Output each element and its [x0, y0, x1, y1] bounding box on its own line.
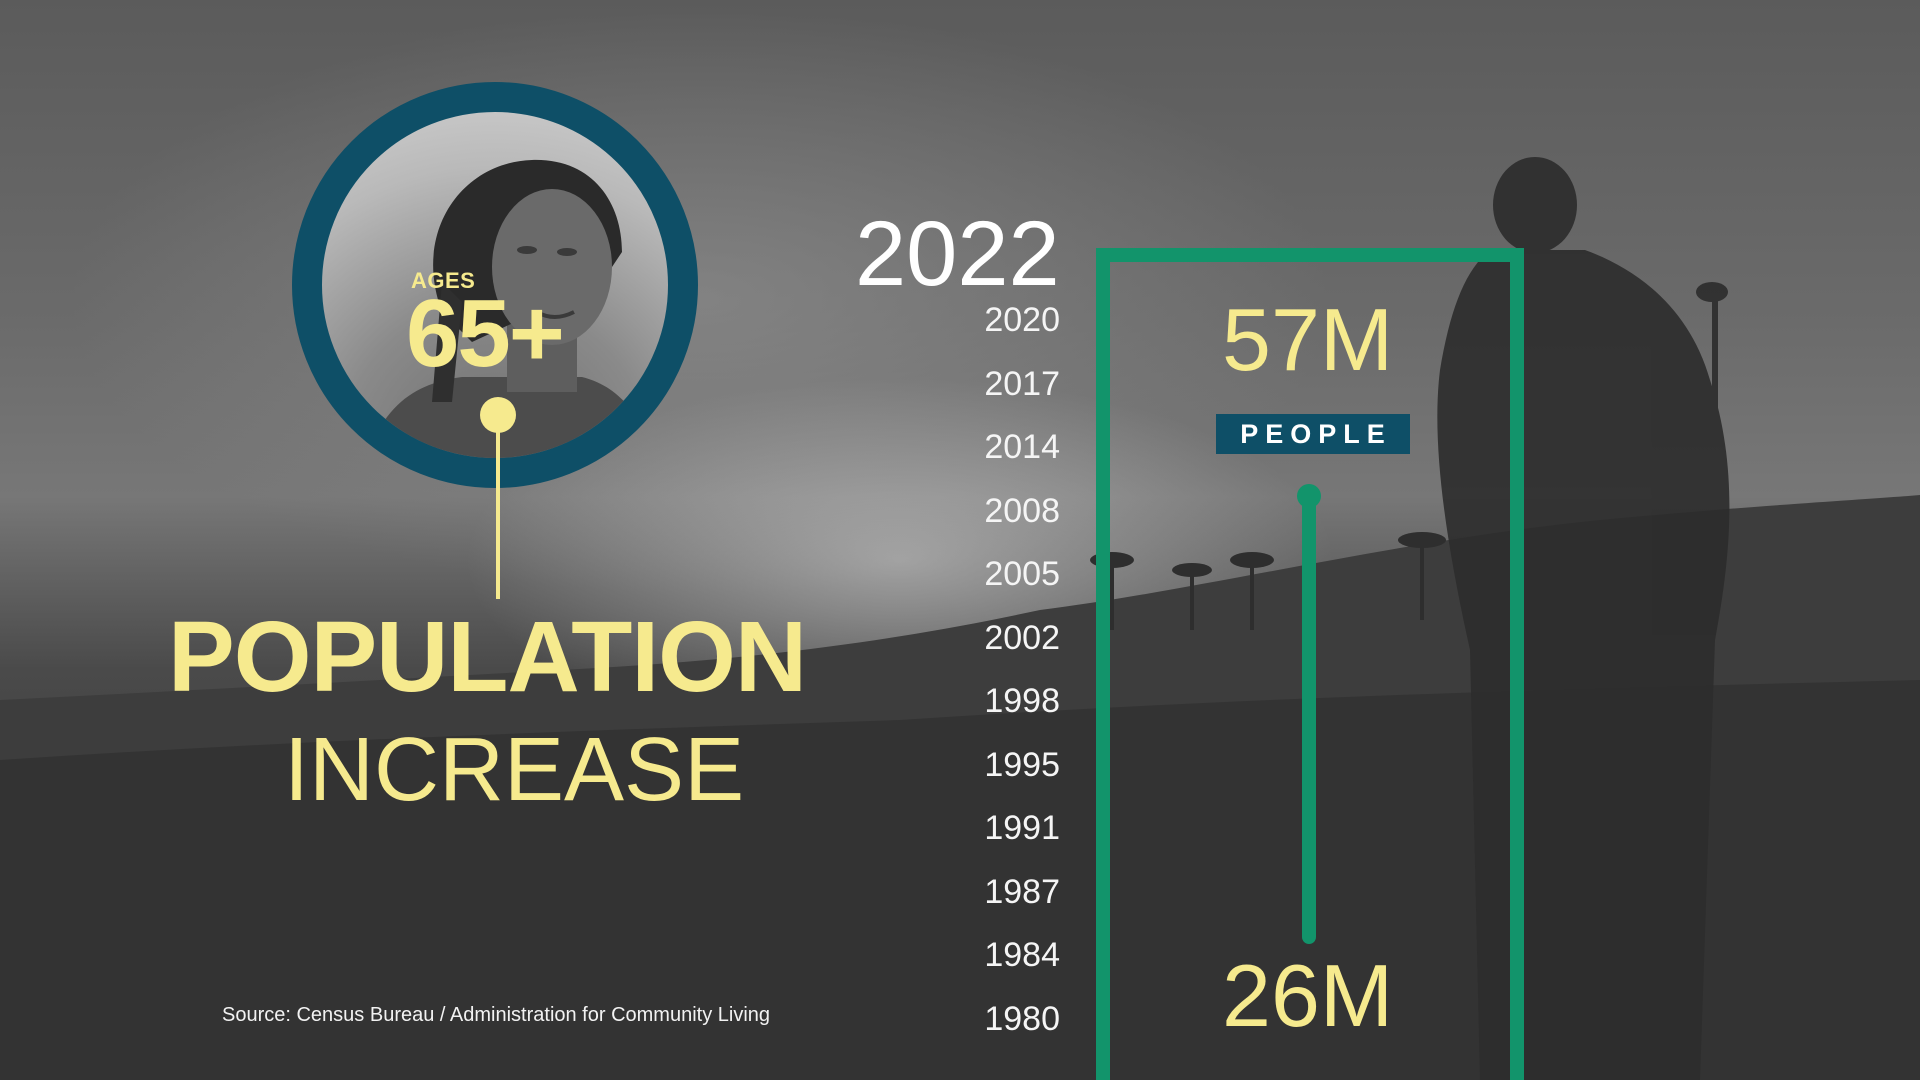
current-year: 2022 [855, 203, 1060, 305]
title-main: POPULATION [168, 601, 807, 713]
title-sub: INCREASE [284, 720, 745, 820]
year-item: 2017 [984, 364, 1060, 403]
year-item: 1987 [984, 872, 1060, 911]
year-item: 1991 [984, 809, 1060, 847]
portrait-photo [367, 159, 650, 458]
year-item: 1995 [984, 745, 1060, 784]
value-top: 57M [1222, 290, 1394, 389]
value-frame [1096, 248, 1524, 1080]
year-item: 2005 [984, 555, 1060, 593]
value-bottom: 26M [1222, 946, 1394, 1045]
ages-label: AGES [411, 268, 476, 293]
pin-connector-line [496, 425, 500, 599]
year-item: 2020 [984, 301, 1060, 339]
source-note: Source: Census Bureau / Administration f… [222, 1004, 771, 1026]
ages-value: 65+ [406, 280, 565, 387]
year-item: 1998 [984, 682, 1060, 720]
year-item: 2014 [984, 428, 1060, 466]
year-item: 1980 [984, 999, 1060, 1038]
growth-line [1302, 494, 1316, 944]
year-item: 2008 [984, 491, 1060, 530]
year-item: 1984 [984, 936, 1060, 974]
people-badge: PEOPLE [1216, 414, 1410, 454]
year-list: 2020 2017 2014 2008 2005 2002 1998 1995 … [930, 298, 1060, 1060]
year-item: 2002 [984, 618, 1060, 657]
